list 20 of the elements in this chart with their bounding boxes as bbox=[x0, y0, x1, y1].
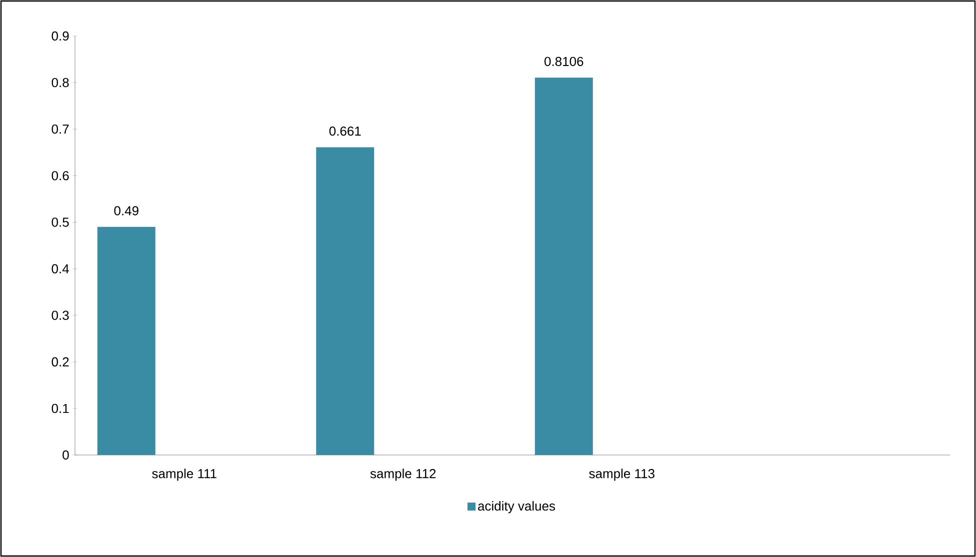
y-tick-label: 0.4 bbox=[52, 264, 69, 274]
y-tick-label: 0.9 bbox=[52, 31, 69, 41]
legend-label: acidity values bbox=[478, 501, 556, 514]
x-tick-label: sample 113 bbox=[589, 468, 654, 481]
y-tick-label: 0.8 bbox=[52, 78, 69, 88]
bar bbox=[97, 226, 156, 455]
y-tick-label: 0.6 bbox=[52, 171, 69, 180]
x-tick-label: sample 112 bbox=[370, 468, 436, 481]
x-tick-label: sample 111 bbox=[152, 468, 216, 481]
bar bbox=[534, 78, 593, 455]
y-tick-label: 0.2 bbox=[52, 357, 69, 366]
bar bbox=[316, 147, 374, 455]
y-tick-label: 0.7 bbox=[52, 124, 69, 134]
y-tick-label: 0 bbox=[62, 450, 69, 460]
y-tick-label: 0.1 bbox=[52, 404, 69, 414]
y-tick-label: 0.3 bbox=[52, 310, 69, 320]
y-tick-label: 0.5 bbox=[52, 218, 69, 227]
data-label: 0.49 bbox=[114, 206, 138, 216]
data-label: 0.8106 bbox=[544, 56, 584, 66]
data-label: 0.661 bbox=[329, 126, 361, 136]
